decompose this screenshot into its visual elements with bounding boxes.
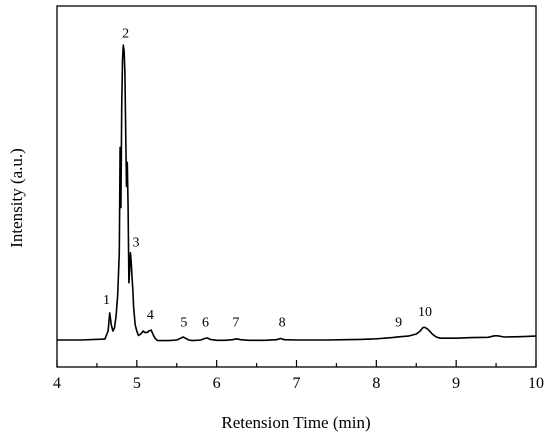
peak-label-10: 10 <box>418 305 432 320</box>
x-tick-label: 7 <box>293 375 301 392</box>
peak-label-8: 8 <box>279 315 286 330</box>
peak-label-5: 5 <box>180 315 187 330</box>
peak-label-1: 1 <box>103 293 110 308</box>
x-tick-label: 10 <box>528 375 544 392</box>
peak-label-3: 3 <box>133 236 140 251</box>
x-tick-label: 9 <box>452 375 460 392</box>
plot-axes <box>56 5 537 368</box>
trace-layer <box>57 44 537 342</box>
peak-label-4: 4 <box>147 308 154 323</box>
peak-labels: 1 2 3 4 5 6 7 8 9 10 <box>103 26 432 330</box>
x-tick-label: 6 <box>213 375 221 392</box>
x-tick-label: 5 <box>133 375 141 392</box>
x-tick-label: 4 <box>53 375 61 392</box>
peak-label-2: 2 <box>122 26 129 41</box>
peak-label-7: 7 <box>232 315 239 330</box>
y-axis-title: Intensity (a.u.) <box>7 148 26 248</box>
x-axis-title: Retension Time (min) <box>221 413 370 432</box>
peak-label-6: 6 <box>202 315 209 330</box>
chromatogram-trace <box>57 44 537 342</box>
plot-frame <box>56 5 537 368</box>
peak-label-9: 9 <box>395 315 402 330</box>
x-tick-label: 8 <box>372 375 380 392</box>
x-axis-ticks: 4 5 6 7 8 9 10 <box>53 360 544 392</box>
